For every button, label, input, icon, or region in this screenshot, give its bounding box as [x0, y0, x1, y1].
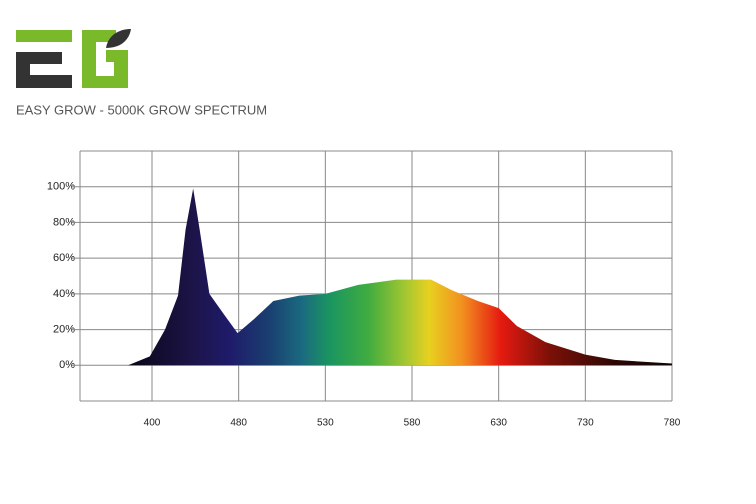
x-tick-label: 480 — [230, 418, 247, 429]
x-tick-label: 630 — [490, 418, 507, 429]
y-tick-label: 0% — [59, 359, 75, 371]
chart-title: EASY GROW - 5000K GROW SPECTRUM — [16, 102, 267, 117]
x-tick-label: 580 — [404, 418, 421, 429]
y-tick-label: 80% — [53, 216, 75, 228]
y-tick-label: 60% — [53, 252, 75, 264]
x-tick-label: 730 — [577, 418, 594, 429]
x-tick-label: 400 — [144, 418, 161, 429]
spectrum-area — [128, 188, 672, 366]
x-tick-label: 530 — [317, 418, 334, 429]
y-tick-label: 20% — [53, 323, 75, 335]
x-tick-label: 780 — [664, 418, 681, 429]
plot-area: 0% 20% 40% 60% 80% 100% 400 480 530 580 630 730 780 — [47, 150, 681, 429]
y-tick-label: 100% — [47, 181, 75, 193]
logo — [16, 29, 131, 88]
y-tick-label: 40% — [53, 288, 75, 300]
